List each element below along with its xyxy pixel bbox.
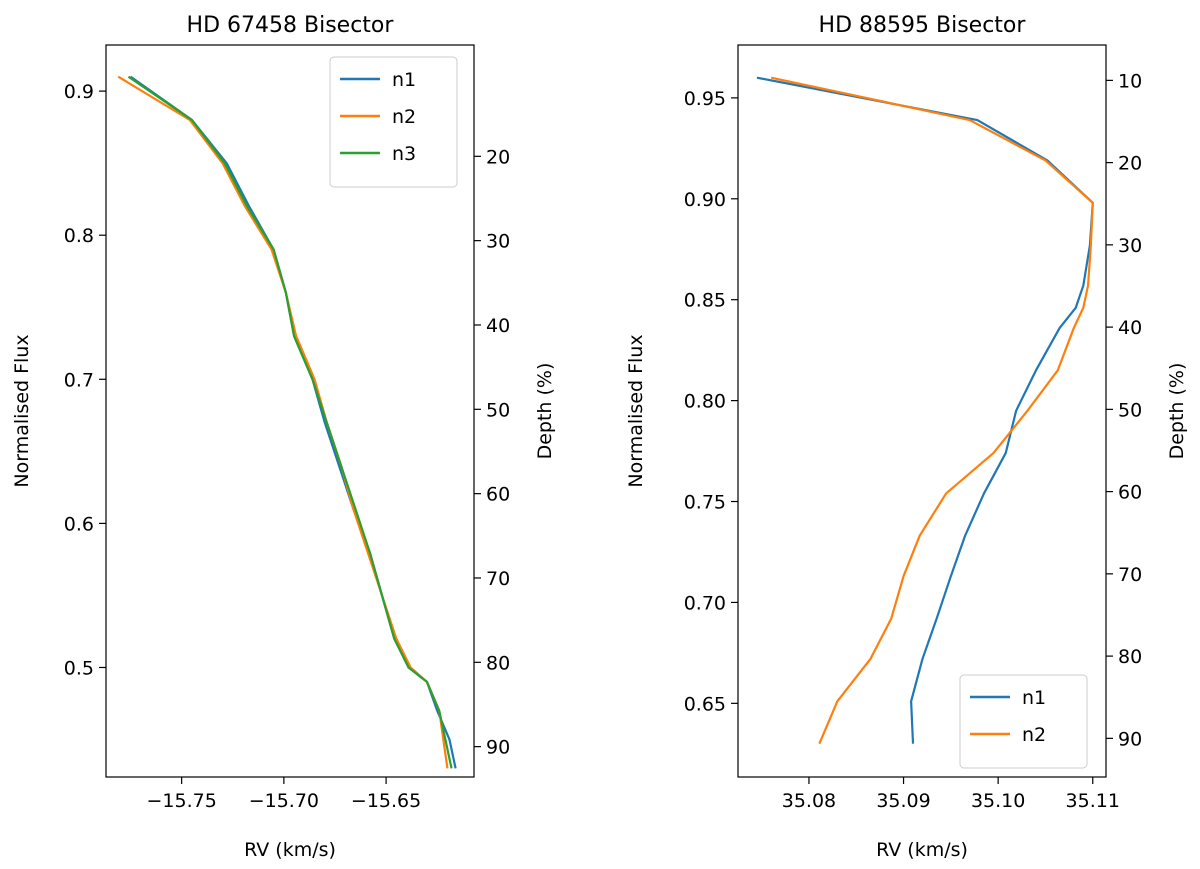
hd88595-depth-tick-label: 80 <box>1118 646 1142 668</box>
hd88595-depth-tick-label: 60 <box>1118 482 1142 504</box>
hd67458-depth-tick-label: 40 <box>486 315 510 337</box>
hd88595-y-tick-label: 0.70 <box>684 592 726 614</box>
hd88595-y-tick-label: 0.95 <box>684 88 726 110</box>
hd88595-x-ticks: 35.08 35.09 35.10 35.11 <box>782 777 1120 812</box>
hd67458-legend-box <box>329 56 458 188</box>
hd88595-x-tick-label: 35.09 <box>876 790 930 812</box>
hd67458-plot-area <box>117 75 457 769</box>
hd67458-y-tick-label: 0.8 <box>64 225 94 247</box>
hd67458-x-tick-label: −15.75 <box>146 790 216 812</box>
hd88595-y-tick-label: 0.65 <box>684 693 726 715</box>
hd88595-depth-tick-label: 90 <box>1118 728 1142 750</box>
hd67458-axes-frame <box>105 44 475 778</box>
hd67458-legend-label-n3: n3 <box>392 143 416 165</box>
hd88595-x-tick-label: 35.11 <box>1066 790 1120 812</box>
hd88595-depth-tick-label: 20 <box>1118 153 1142 175</box>
hd67458-x-tick-label: −15.65 <box>351 790 421 812</box>
hd88595-depth-axis-label: Depth (%) <box>1166 363 1188 460</box>
hd67458-depth-tick-label: 30 <box>486 231 510 253</box>
hd88595-y-tick-label: 0.85 <box>684 290 726 312</box>
hd67458-depth-tick-label: 20 <box>486 146 510 168</box>
hd67458-title: HD 67458 Bisector <box>187 13 395 38</box>
hd67458-y-tick-label: 0.7 <box>64 369 94 391</box>
hd88595-plot-area <box>756 76 1094 745</box>
hd88595-x-axis-label: RV (km/s) <box>876 839 968 861</box>
hd88595-series-n1-line <box>756 76 1094 744</box>
hd88595-axes-frame <box>737 44 1107 778</box>
hd88595-depth-tick-label: 10 <box>1118 70 1142 92</box>
hd88595-y-axis-label: Normalised Flux <box>625 334 647 487</box>
hd88595-y-ticks: 0.65 0.70 0.75 0.80 0.85 0.90 0.95 <box>684 88 738 715</box>
hd88595-panel: HD 88595 Bisector 35.08 35.09 35.10 35.11 0… <box>625 13 1188 861</box>
hd67458-depth-tick-label: 60 <box>486 484 510 506</box>
hd67458-legend-label-n2: n2 <box>392 106 416 128</box>
hd88595-y-tick-label: 0.80 <box>684 391 726 413</box>
hd67458-series-n3-line <box>127 75 453 769</box>
hd67458-y-tick-label: 0.5 <box>64 657 94 679</box>
hd67458-depth-tick-label: 70 <box>486 568 510 590</box>
hd88595-legend: n1 n2 <box>959 674 1088 769</box>
hd88595-depth-tick-label: 70 <box>1118 564 1142 586</box>
hd67458-y-tick-label: 0.9 <box>64 81 94 103</box>
hd67458-depth-tick-label: 50 <box>486 399 510 421</box>
hd88595-series-n2-line <box>770 76 1094 745</box>
hd88595-x-tick-label: 35.08 <box>782 790 836 812</box>
hd67458-y-ticks: 0.5 0.6 0.7 0.8 0.9 <box>64 81 106 679</box>
hd67458-depth-tick-label: 90 <box>486 737 510 759</box>
hd88595-y-tick-label: 0.75 <box>684 492 726 514</box>
hd67458-y-axis-label: Normalised Flux <box>11 334 33 487</box>
hd88595-depth-tick-label: 50 <box>1118 399 1142 421</box>
hd67458-legend-label-n1: n1 <box>392 69 416 91</box>
hd88595-legend-box <box>959 674 1088 769</box>
hd67458-legend: n1 n2 n3 <box>329 56 458 188</box>
hd88595-legend-label-n2: n2 <box>1022 724 1046 746</box>
hd88595-x-tick-label: 35.10 <box>971 790 1025 812</box>
hd67458-x-tick-label: −15.70 <box>249 790 319 812</box>
hd67458-x-axis-label: RV (km/s) <box>244 839 336 861</box>
hd88595-y-tick-label: 0.90 <box>684 189 726 211</box>
hd88595-depth-tick-label: 40 <box>1118 317 1142 339</box>
hd67458-depth-tick-label: 80 <box>486 652 510 674</box>
hd67458-depth-ticks: 20 30 40 50 60 70 80 90 <box>474 146 510 759</box>
hd67458-y-tick-label: 0.6 <box>64 513 94 535</box>
hd88595-depth-tick-label: 30 <box>1118 235 1142 257</box>
hd88595-legend-label-n1: n1 <box>1022 687 1046 709</box>
hd88595-title: HD 88595 Bisector <box>819 13 1027 38</box>
hd67458-x-ticks: −15.75 −15.70 −15.65 <box>146 777 421 812</box>
hd67458-depth-axis-label: Depth (%) <box>534 363 556 460</box>
hd67458-panel: HD 67458 Bisector −15.75 −15.70 −15.65 0.5… <box>11 13 556 861</box>
hd88595-depth-ticks: 10 20 30 40 50 60 70 80 90 <box>1106 70 1142 750</box>
